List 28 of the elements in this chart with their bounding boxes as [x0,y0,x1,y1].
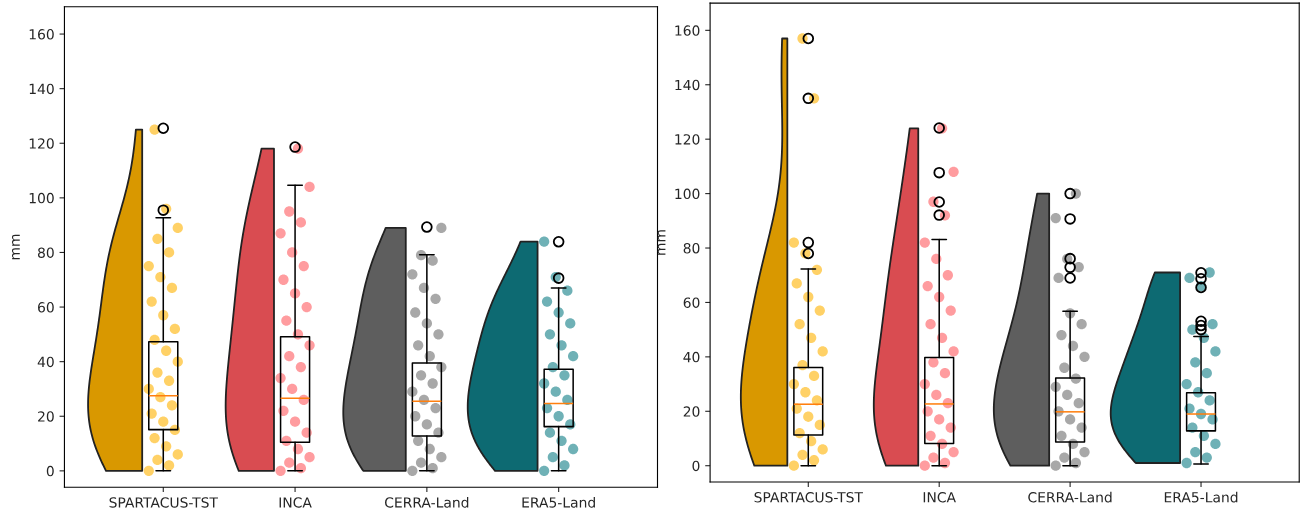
y-tick-label: 100 [675,188,700,200]
y-tick-label: 160 [29,29,54,40]
y-tick-label: 40 [37,356,54,368]
y-tick-label: 140 [29,83,54,95]
y-axis-title: mm [657,230,666,255]
x-tick-label: INCA [923,492,956,503]
y-tick-label: 140 [675,79,700,91]
y-tick-label: 60 [38,302,54,313]
x-tick-label: SPARTACUS-TST [109,497,218,508]
y-tick-label: 120 [675,134,700,145]
y-tick-label: 20 [683,406,700,417]
x-tick-label: ERA5-Land [1164,491,1238,503]
y-tick-label: 0 [46,465,54,477]
y-tick-label: 0 [692,460,700,472]
y-tick-label: 40 [683,351,700,363]
x-tick-label: INCA [279,497,312,508]
y-tick-label: 80 [683,242,700,254]
y-tick-label: 60 [683,297,700,308]
y-tick-label: 80 [37,247,54,258]
x-tick-label: SPARTACUS-TST [754,492,863,503]
y-tick-label: 160 [675,25,700,36]
y-tick-label: 100 [29,192,54,204]
y-axis-title: mm [11,234,20,260]
y-tick-label: 20 [38,411,54,422]
x-tick-label: CERRA-Land [1028,491,1112,503]
x-tick-label: ERA5-Land [522,496,595,508]
x-tick-label: CERRA-Land [385,496,469,508]
y-tick-label: 120 [29,138,54,149]
